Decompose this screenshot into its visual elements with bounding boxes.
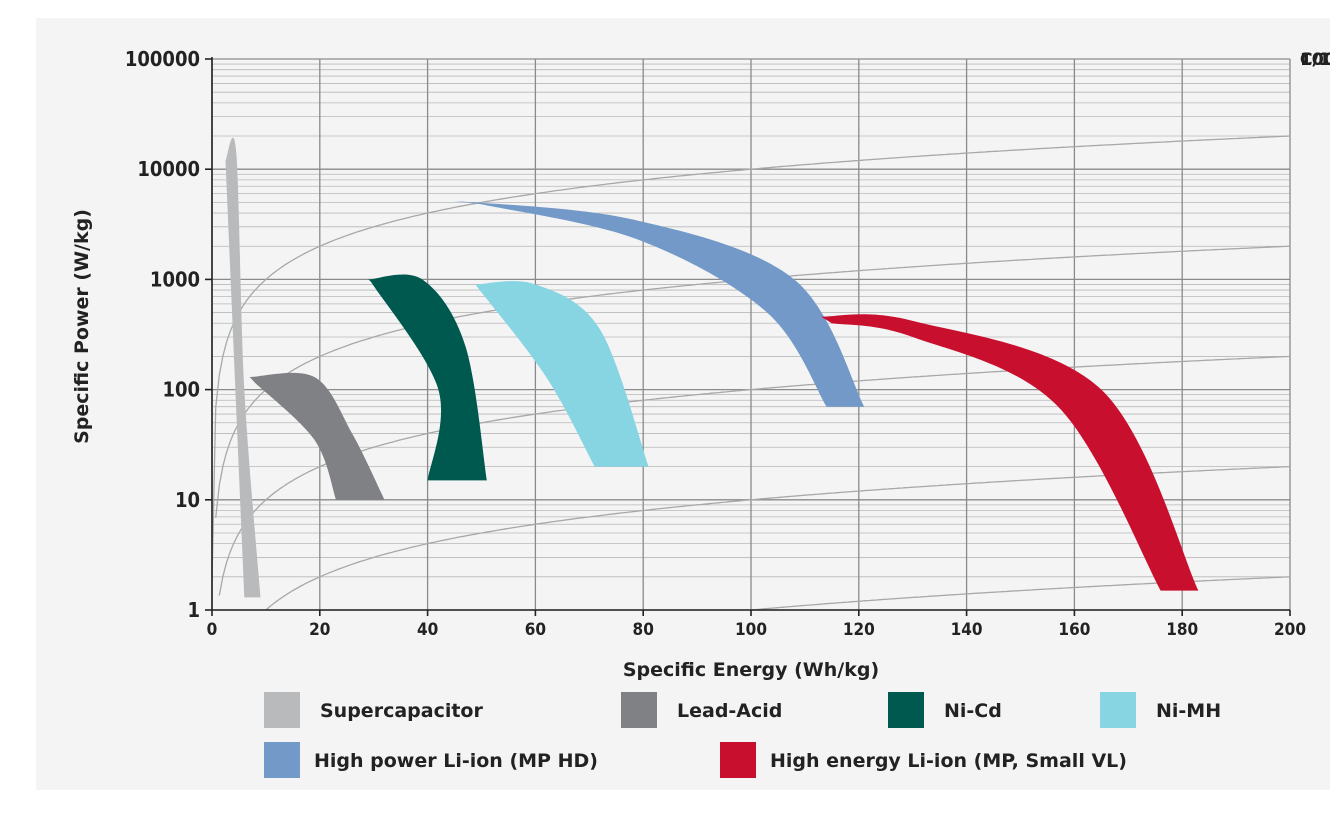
- grid: [211, 58, 1291, 611]
- band-3: [476, 281, 649, 467]
- x-tick-label: 160: [1058, 620, 1090, 640]
- rate-curve: [218, 355, 1291, 596]
- legend-label: High power Li-ion (MP HD): [314, 750, 598, 772]
- rate-label: 100: [1300, 50, 1330, 70]
- legend-swatch: [264, 742, 300, 778]
- axes: 1 10 100 1000 10000 100000 0 20 40 60 80 100 120 140 1…: [125, 47, 1306, 640]
- bands: [225, 137, 1199, 598]
- y-axis-title: Specific Power (W/kg): [71, 209, 93, 444]
- legend-swatch: [888, 692, 924, 728]
- y-tick-label: 100: [162, 378, 200, 402]
- legend-label: Lead-Acid: [677, 700, 782, 722]
- legend-label: Ni-MH: [1156, 700, 1221, 722]
- y-tick-label: 100000: [125, 47, 200, 71]
- rate-label: C/1: [1300, 50, 1330, 70]
- y-tick-label: 10000: [137, 157, 200, 181]
- rate-label: 100: [1300, 50, 1330, 70]
- legend-swatch: [264, 692, 300, 728]
- x-tick-label: 180: [1166, 620, 1198, 640]
- x-tick-label: 80: [633, 620, 654, 640]
- rate-curve: [211, 135, 1291, 577]
- legend: Supercapacitor Lead-Acid Ni-Cd Ni-MH High po…: [264, 692, 1221, 778]
- rate-label: C: [1300, 50, 1312, 70]
- chart: 1 10 100 1000 10000 100000 0 20 40 60 80 100 120 140 1…: [71, 47, 1330, 778]
- x-tick-label: 40: [417, 620, 438, 640]
- legend-label: High energy Li-ion (MP, Small VL): [770, 750, 1127, 772]
- legend-swatch: [621, 692, 657, 728]
- legend-label: Supercapacitor: [320, 700, 483, 722]
- legend-label: Ni-Cd: [944, 700, 1002, 722]
- band-2: [368, 274, 487, 481]
- rate-curve: [751, 576, 1291, 611]
- band-5: [821, 314, 1199, 591]
- band-0: [225, 137, 261, 598]
- y-tick-label: 1000: [150, 267, 200, 291]
- band-1: [249, 372, 385, 500]
- x-tick-label: 200: [1274, 620, 1306, 640]
- rate-label: C/1: [1300, 50, 1330, 70]
- x-axis-title: Specific Energy (Wh/kg): [623, 659, 879, 681]
- x-tick-label: 0: [207, 620, 218, 640]
- band-4: [449, 200, 865, 407]
- legend-swatch: [1100, 692, 1136, 728]
- y-tick-label: 10: [175, 488, 200, 512]
- chart-panel: 1 10 100 1000 10000 100000 0 20 40 60 80 100 120 140 1…: [36, 18, 1330, 790]
- x-tick-label: 140: [951, 620, 983, 640]
- x-tick-label: 120: [843, 620, 875, 640]
- x-tick-label: 100: [735, 620, 767, 640]
- y-tick-label: 1: [187, 598, 200, 622]
- x-tick-label: 60: [525, 620, 546, 640]
- legend-swatch: [720, 742, 756, 778]
- x-tick-label: 20: [309, 620, 330, 640]
